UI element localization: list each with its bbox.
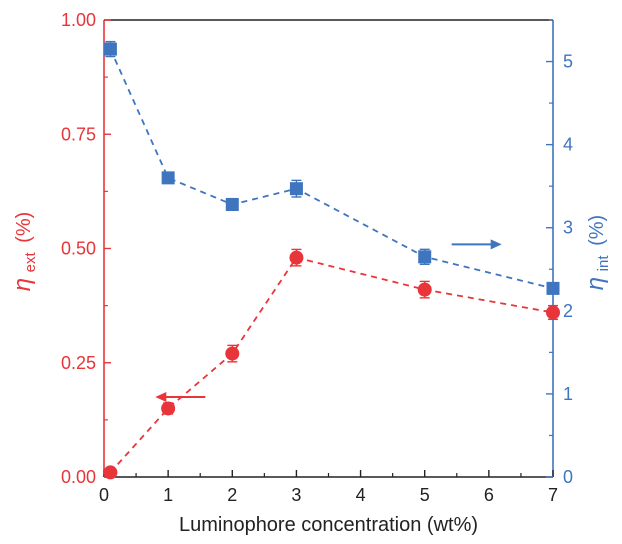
- y-right-tick-label: 2: [563, 301, 573, 321]
- series-left-point: [546, 305, 560, 320]
- series-left-point: [103, 465, 118, 480]
- series-left-point: [417, 282, 432, 297]
- labels-layer: Luminophore concentration (wt%) η ext (%…: [9, 10, 613, 536]
- series-right-point: [225, 197, 239, 211]
- series-right-point: [418, 250, 432, 264]
- series-left-arrow-head: [155, 392, 167, 403]
- series-left-point: [289, 250, 304, 265]
- y-left-tick-label: 0.25: [61, 353, 96, 373]
- x-tick-label: 5: [420, 485, 430, 505]
- x-tick-label: 7: [548, 485, 558, 505]
- series-left-line: [109, 256, 554, 474]
- y-right-tick-label: 5: [563, 52, 573, 72]
- y-left-axis-title: η ext (%): [9, 212, 40, 292]
- series-right-point: [103, 42, 117, 56]
- series-right-line: [109, 48, 554, 290]
- y-left-tick-label: 0.50: [61, 239, 96, 259]
- y-right-tick-label: 3: [563, 218, 573, 238]
- y-left-tick-label: 1.00: [61, 10, 96, 30]
- x-axis-title: Luminophore concentration (wt%): [179, 514, 478, 536]
- y-right-axis-title: η int (%): [582, 215, 613, 290]
- y-right-tick-label: 0: [563, 467, 573, 487]
- x-tick-label: 2: [227, 485, 237, 505]
- series-right-point: [289, 182, 303, 196]
- series-right-point: [161, 171, 175, 185]
- y-left-tick-label: 0.00: [61, 467, 96, 487]
- series-layer: [103, 40, 560, 480]
- y-left-tick-label: 0.75: [61, 124, 96, 144]
- axes-layer: [103, 19, 554, 478]
- y-left-axis-subscript: ext: [22, 252, 39, 273]
- y-right-tick-label: 4: [563, 135, 573, 155]
- x-tick-label: 6: [484, 485, 494, 505]
- x-tick-label: 1: [163, 485, 173, 505]
- series-left-point: [225, 346, 240, 361]
- x-tick-label: 3: [291, 485, 301, 505]
- y-right-axis-subscript: int: [595, 255, 612, 272]
- series-right-arrow-head: [490, 239, 502, 250]
- y-right-axis-symbol: η: [582, 277, 609, 290]
- y-right-axis-unit: (%): [586, 215, 608, 246]
- y-left-axis-symbol: η: [9, 278, 36, 291]
- y-left-axis-unit: (%): [13, 212, 35, 243]
- series-right-point: [546, 281, 560, 295]
- x-tick-label: 0: [99, 485, 109, 505]
- y-right-tick-label: 1: [563, 384, 573, 404]
- x-tick-label: 4: [356, 485, 366, 505]
- series-left-point: [161, 401, 176, 416]
